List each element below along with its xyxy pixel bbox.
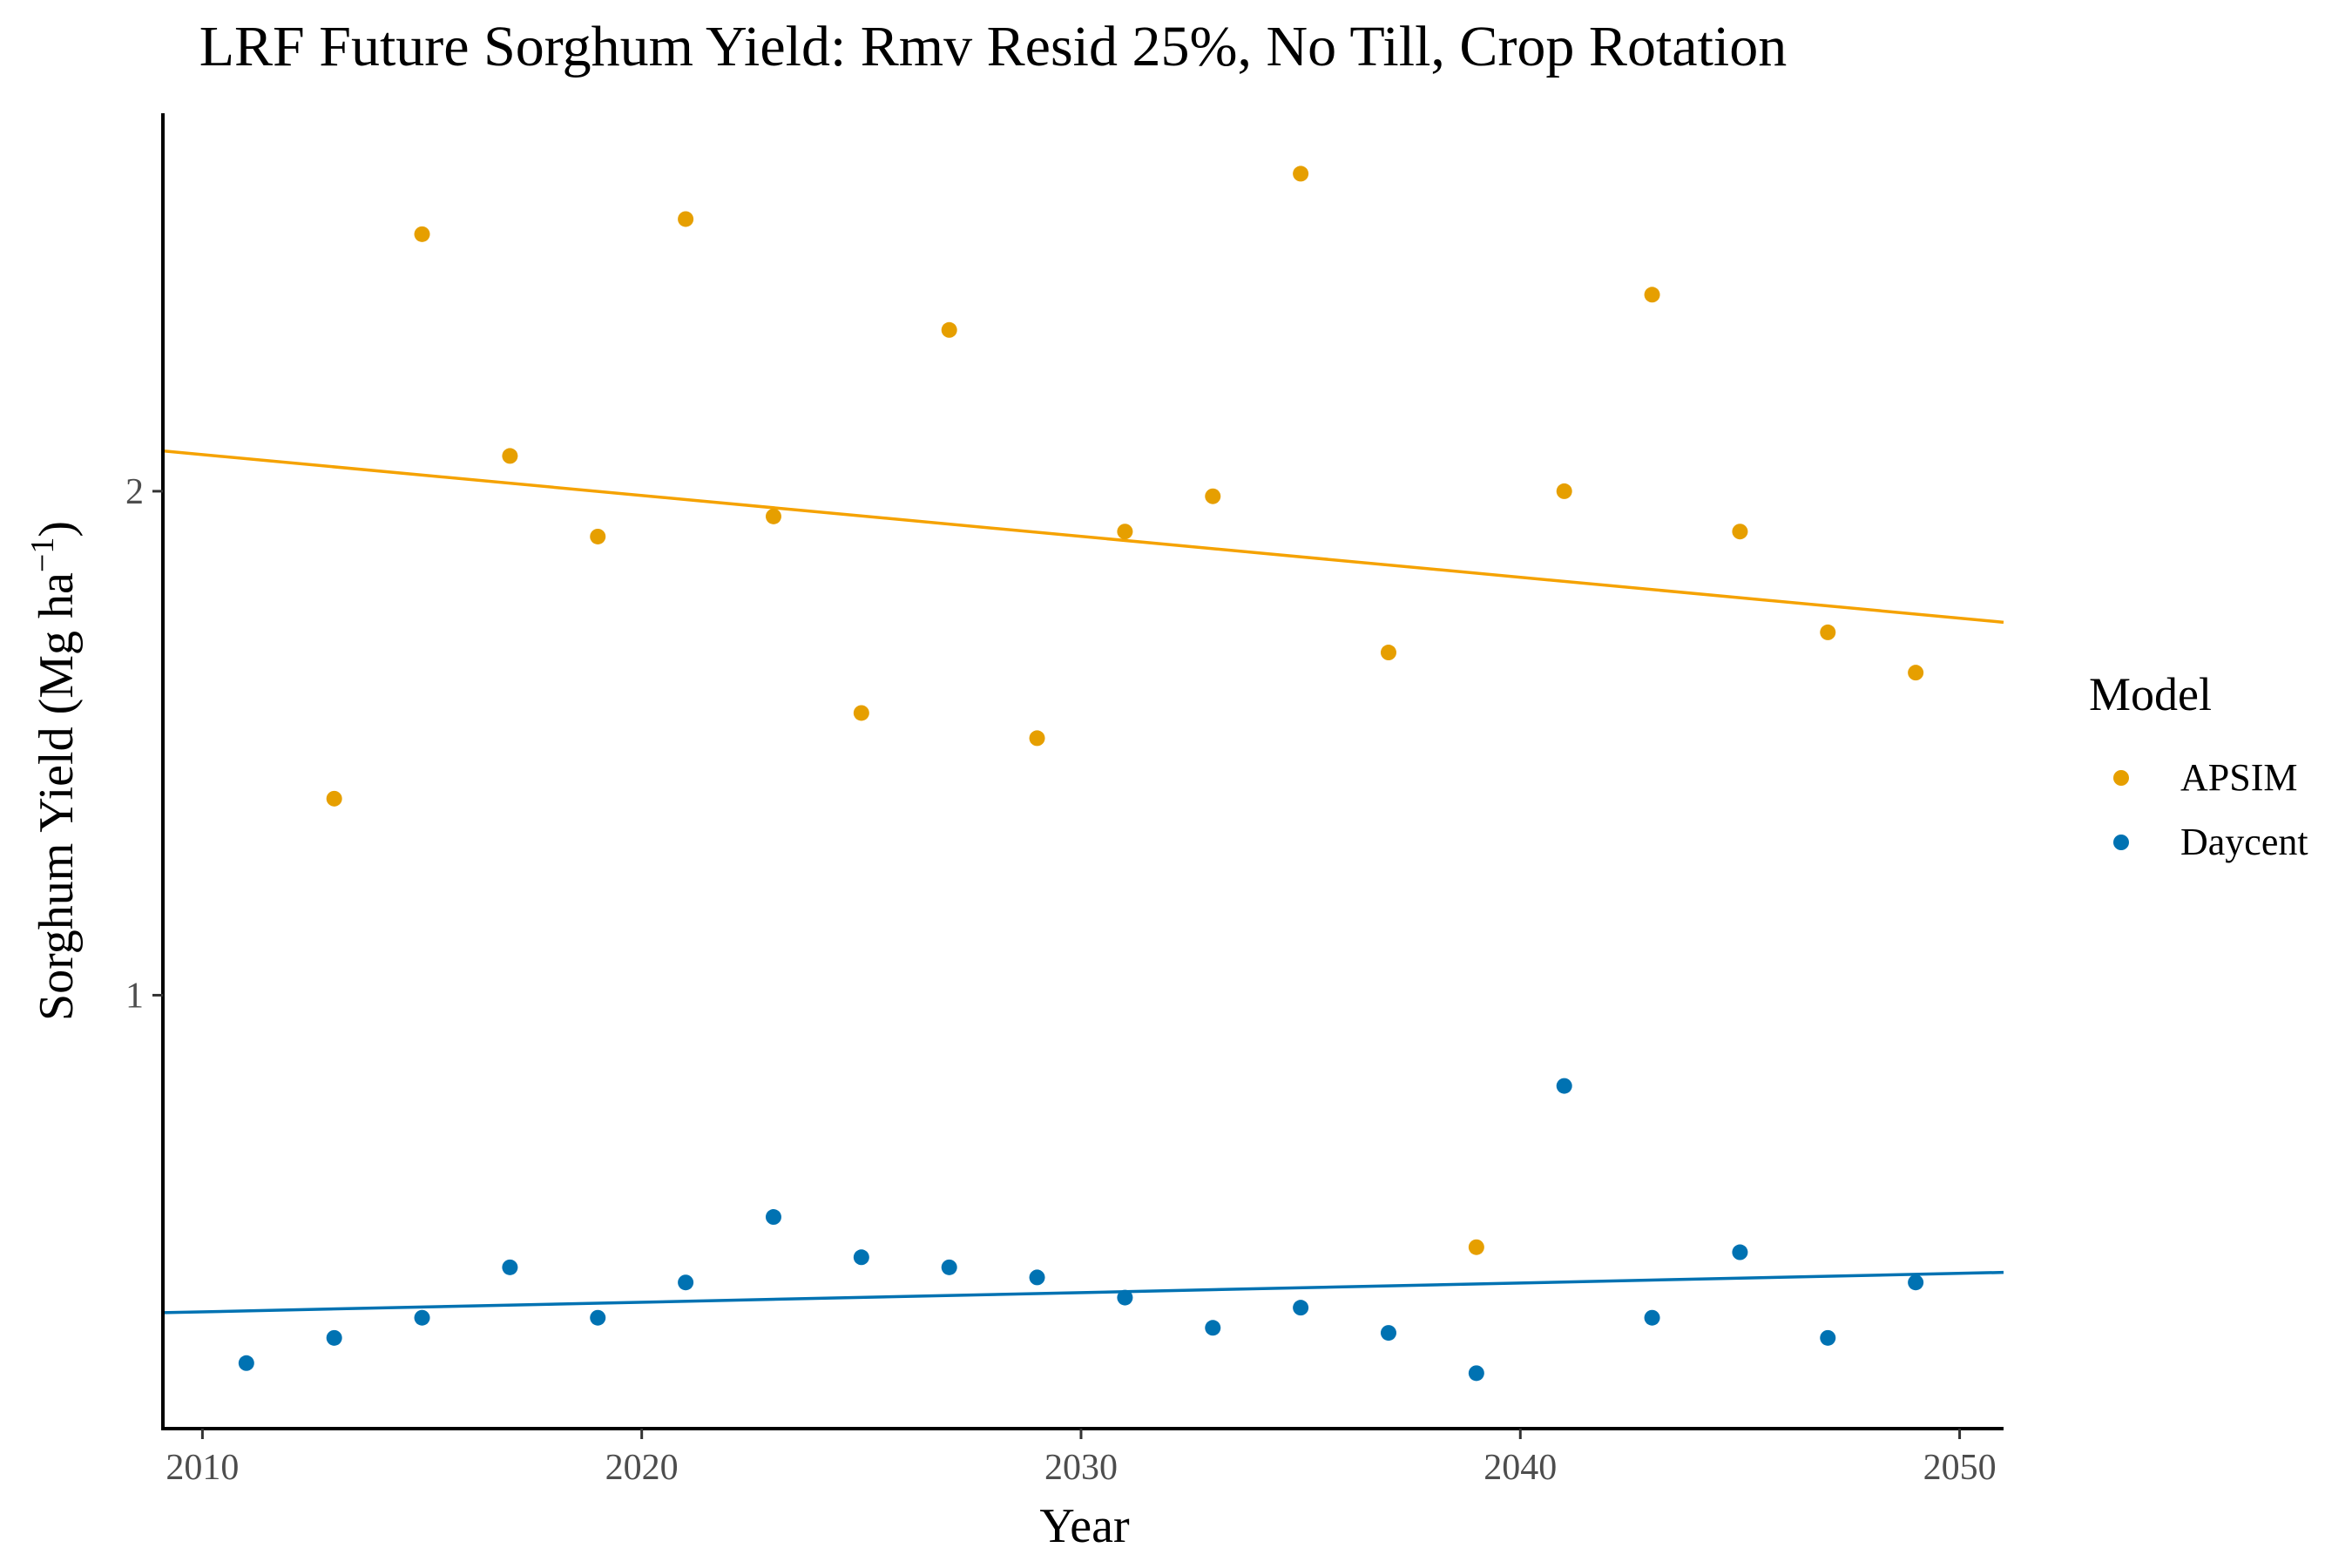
apsim-point: [1117, 524, 1133, 540]
y-axis-ticks: 12: [125, 472, 163, 1016]
apsim-point: [326, 790, 342, 807]
legend: Model APSIM Daycent: [2089, 668, 2308, 863]
apsim-point: [941, 321, 957, 338]
apsim-point: [502, 448, 518, 464]
apsim-point: [1732, 524, 1748, 540]
daycent-point: [1644, 1309, 1660, 1326]
legend-key-daycent: [2113, 835, 2129, 850]
daycent-point: [1380, 1325, 1396, 1342]
y-tick-label: 2: [125, 472, 144, 512]
plot-area: [162, 166, 2004, 1382]
daycent-point: [1556, 1078, 1572, 1094]
daycent-point: [1468, 1365, 1484, 1382]
daycent-point: [1732, 1244, 1748, 1260]
apsim-point: [1205, 488, 1221, 504]
x-tick-label: 2010: [166, 1448, 239, 1488]
data-points: [238, 166, 1924, 1382]
apsim-trend-line: [162, 449, 2004, 625]
apsim-point: [590, 528, 606, 544]
daycent-point: [238, 1355, 254, 1371]
daycent-point: [590, 1309, 606, 1326]
daycent-point: [765, 1209, 781, 1226]
daycent-point: [1820, 1329, 1836, 1346]
apsim-point: [1908, 665, 1924, 681]
x-axis-label: Year: [1039, 1499, 1130, 1553]
daycent-point: [853, 1249, 869, 1266]
legend-label-daycent: Daycent: [2180, 821, 2308, 863]
apsim-point: [1644, 287, 1660, 303]
apsim-point: [1029, 730, 1045, 747]
x-tick-label: 2030: [1044, 1448, 1118, 1488]
apsim-point: [1820, 624, 1836, 640]
daycent-point: [1205, 1320, 1221, 1336]
y-axis-label-unit-exponent: −1: [24, 537, 61, 572]
daycent-point: [502, 1259, 518, 1275]
x-tick-label: 2050: [1923, 1448, 1997, 1488]
daycent-point: [1293, 1300, 1309, 1316]
daycent-trend-line: [162, 1270, 2004, 1315]
x-axis-ticks: 2010 2020 2030 2040 2050: [166, 1429, 1997, 1488]
apsim-point: [853, 705, 869, 721]
daycent-point: [414, 1309, 430, 1326]
x-tick-label: 2040: [1484, 1448, 1557, 1488]
y-axis-label-main: Sorghum Yield (Mg ha: [30, 572, 84, 1021]
daycent-point: [1029, 1269, 1045, 1286]
apsim-point: [1293, 166, 1309, 182]
daycent-point: [326, 1329, 342, 1346]
apsim-point: [765, 508, 781, 524]
legend-key-apsim: [2113, 770, 2129, 786]
chart-title: LRF Future Sorghum Yield: Rmv Resid 25%,…: [199, 15, 1788, 78]
apsim-point: [678, 211, 694, 227]
daycent-point: [1117, 1289, 1133, 1306]
y-axis-label: Sorghum Yield (Mg ha−1): [24, 521, 84, 1021]
legend-label-apsim: APSIM: [2180, 756, 2298, 799]
apsim-point: [414, 226, 430, 242]
y-axis-label-close: ): [30, 521, 84, 537]
trend-lines: [162, 449, 2004, 1315]
y-tick-label: 1: [125, 976, 144, 1016]
daycent-point: [678, 1274, 694, 1291]
daycent-point: [1908, 1274, 1924, 1291]
apsim-point: [1380, 645, 1396, 661]
legend-title: Model: [2089, 668, 2212, 720]
apsim-point: [1468, 1239, 1484, 1255]
apsim-point: [1556, 483, 1572, 499]
x-tick-label: 2020: [605, 1448, 679, 1488]
daycent-point: [941, 1259, 957, 1275]
